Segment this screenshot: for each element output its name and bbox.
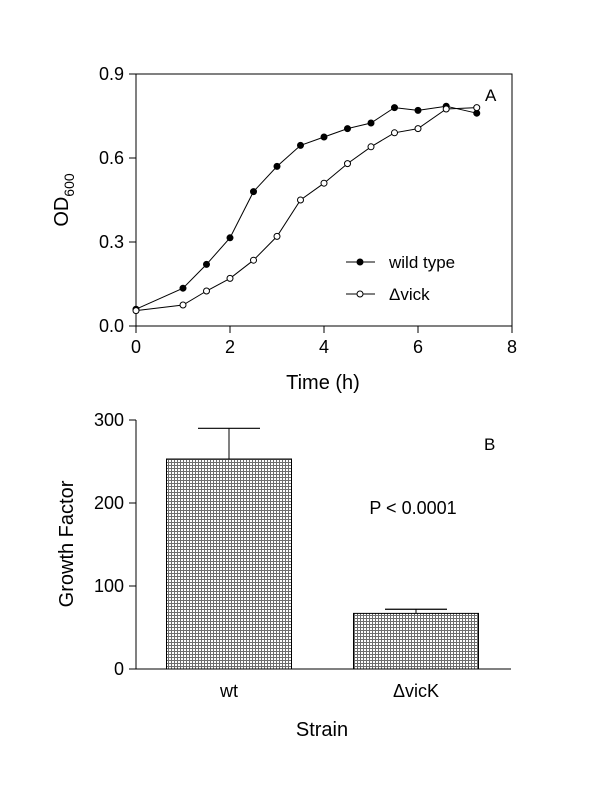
plot-frame xyxy=(135,73,513,327)
growth-curve-series xyxy=(135,105,477,312)
data-point-vick xyxy=(250,256,257,264)
data-point-vick xyxy=(273,232,281,240)
x-tick-label: 0 xyxy=(131,337,141,357)
y-axis-title-main: OD xyxy=(51,197,73,227)
y-tick-label: 100 xyxy=(94,576,124,596)
growth-curve-axes xyxy=(135,73,513,327)
y-tick-label: 0.3 xyxy=(99,232,124,252)
growth-factor-ticks: wt ΔvicK 0 100 200 300 xyxy=(94,410,439,701)
data-point-vick xyxy=(320,179,328,187)
data-point-vick xyxy=(442,105,450,113)
bar-y-axis-title: Growth Factor xyxy=(56,480,78,607)
panel-a-letter: A xyxy=(485,86,497,105)
y-tick-label: 0.0 xyxy=(99,316,124,336)
data-point-wild-type xyxy=(320,133,328,141)
x-category-label: wt xyxy=(219,681,238,701)
data-point-wild-type xyxy=(391,104,398,112)
x-tick-label: 4 xyxy=(319,337,329,357)
series-line-vick xyxy=(135,107,477,312)
data-point-wild-type xyxy=(203,260,210,268)
data-point-vick xyxy=(132,307,140,315)
bar-wt xyxy=(166,458,292,670)
data-point-vick xyxy=(203,287,210,295)
x-axis-title: Time (h) xyxy=(286,372,360,394)
y-tick-label: 300 xyxy=(94,410,124,430)
data-point-vick xyxy=(473,104,481,112)
y-tick-label: 0.6 xyxy=(99,148,124,168)
p-value-annotation: P < 0.0001 xyxy=(369,498,456,518)
legend-wild-type-label: wild type xyxy=(388,253,455,272)
panel-b-letter: B xyxy=(484,435,495,454)
data-point-vick xyxy=(226,274,234,282)
data-point-vick xyxy=(391,129,398,137)
data-point-wild-type xyxy=(250,188,257,196)
x-tick-label: 2 xyxy=(225,337,235,357)
growth-curve-ticks: 0 2 4 6 8 0.0 0.3 0.6 0.9 xyxy=(99,64,517,357)
data-point-wild-type xyxy=(344,125,351,133)
bar-vick xyxy=(353,612,479,670)
legend-wild-type-marker xyxy=(356,258,364,266)
data-point-vick xyxy=(179,301,187,309)
data-point-vick xyxy=(367,143,375,151)
growth-factor-bars xyxy=(166,458,479,670)
growth-factor-chart: wt ΔvicK 0 100 200 300 B P < 0.0001 Strain Gr… xyxy=(56,410,511,741)
y-axis-title: OD600 xyxy=(51,173,77,227)
data-point-wild-type xyxy=(273,162,281,170)
y-tick-label: 200 xyxy=(94,493,124,513)
x-tick-label: 6 xyxy=(413,337,423,357)
bar-x-axis-title: Strain xyxy=(296,719,348,741)
data-point-vick xyxy=(344,160,351,168)
data-point-wild-type xyxy=(367,119,375,127)
data-point-wild-type xyxy=(179,284,187,292)
data-point-wild-type xyxy=(226,234,234,242)
series-line-wild-type xyxy=(135,105,477,310)
x-tick-label: 8 xyxy=(507,337,517,357)
x-category-label: ΔvicK xyxy=(393,681,439,701)
growth-curve-chart: 0 2 4 6 8 0.0 0.3 0.6 0.9 A wild type Δvick Time… xyxy=(51,64,517,394)
legend-vick-label: Δvick xyxy=(389,285,430,304)
data-point-vick xyxy=(297,196,304,204)
legend-vick-marker xyxy=(356,290,364,298)
data-point-wild-type xyxy=(414,106,422,114)
data-point-wild-type xyxy=(297,141,304,149)
growth-factor-error-bars xyxy=(198,427,447,614)
growth-curve-legend: wild type Δvick xyxy=(346,253,455,304)
y-axis-title-subscript: 600 xyxy=(61,173,77,197)
y-tick-label: 0.9 xyxy=(99,64,124,84)
growth-curve-points xyxy=(132,102,481,315)
y-tick-label: 0 xyxy=(114,659,124,679)
data-point-vick xyxy=(414,125,422,133)
growth-factor-axes xyxy=(135,420,511,670)
